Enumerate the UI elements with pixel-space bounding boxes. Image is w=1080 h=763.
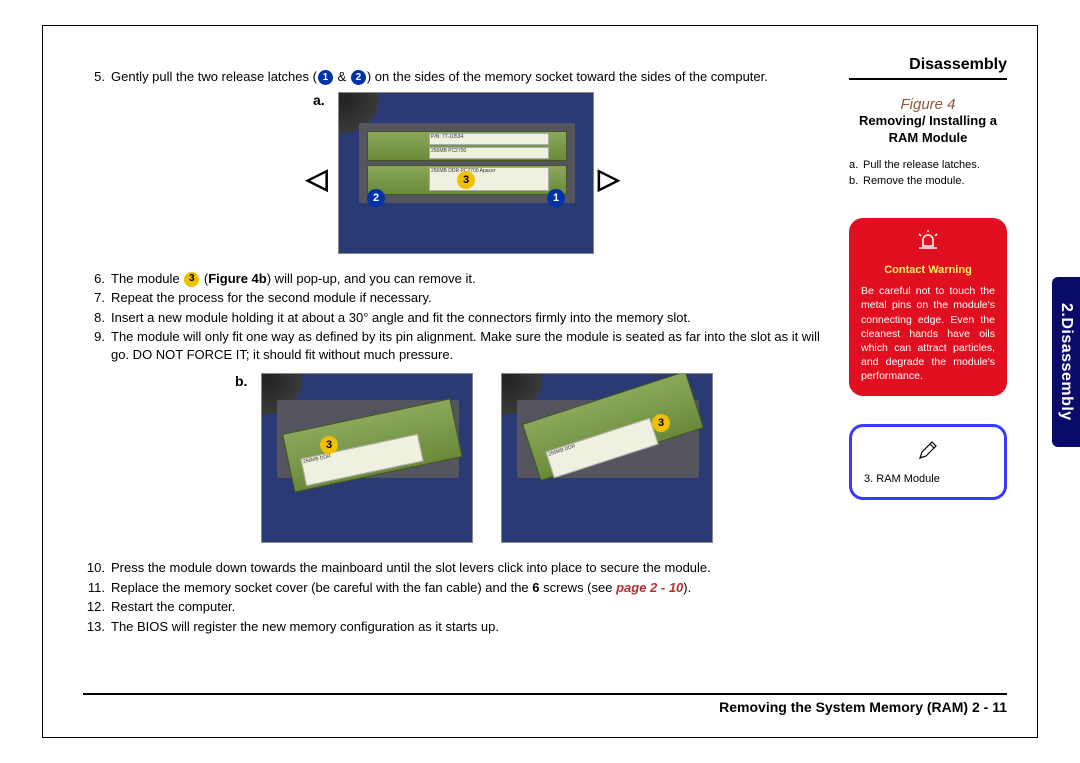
arrow-left-icon: ◁ xyxy=(306,162,328,195)
caption-steps: a.Pull the release latches. b.Remove the… xyxy=(849,157,1007,190)
badge-2: 2 xyxy=(367,189,385,207)
step-8: 8.Insert a new module holding it at abou… xyxy=(83,309,828,327)
marker-2-icon: 2 xyxy=(351,70,366,85)
figure-a: a. ◁ P/N: 77-10534 256MB PC2700 256MB DD… xyxy=(83,92,828,262)
figure-caption: Figure 4 Removing/ Installing a RAM Modu… xyxy=(849,96,1007,147)
badge-3: 3 xyxy=(457,171,475,189)
fig-number: Figure 4 xyxy=(849,96,1007,113)
page-footer: Removing the System Memory (RAM) 2 - 11 xyxy=(83,693,1007,715)
step-7: 7.Repeat the process for the second modu… xyxy=(83,289,828,307)
step-text: Gently pull the two release latches (1 &… xyxy=(111,68,828,86)
section-tab: 2.Disassembly xyxy=(1052,277,1080,447)
section-header: Disassembly xyxy=(849,56,1007,80)
sidebar: Disassembly Figure 4 Removing/ Installin… xyxy=(849,56,1007,500)
ram-photo-b1: 256MB DDR 3 xyxy=(261,373,473,543)
page-frame: 5. Gently pull the two release latches (… xyxy=(42,25,1038,738)
info-box: 3. RAM Module xyxy=(849,424,1007,500)
step-num: 5. xyxy=(83,68,111,86)
step-6: 6. The module 3 (Figure 4b) will pop-up,… xyxy=(83,270,828,288)
main-content: 5. Gently pull the two release latches (… xyxy=(83,68,828,637)
figure-b: b. 256MB DDR 3 256MB DDR 3 xyxy=(83,373,828,551)
warning-box: Contact Warning Be careful not to touch … xyxy=(849,218,1007,396)
step-11: 11. Replace the memory socket cover (be … xyxy=(83,579,828,597)
info-item: 3. RAM Module xyxy=(864,473,992,485)
step-12: 12.Restart the computer. xyxy=(83,598,828,616)
fig-a-label: a. xyxy=(313,92,325,108)
step-9: 9.The module will only fit one way as de… xyxy=(83,328,828,363)
pencil-icon xyxy=(864,439,992,467)
ram-photo-b2: 256MB DDR 3 xyxy=(501,373,713,543)
fig-b-label: b. xyxy=(235,373,247,389)
tab-label: 2.Disassembly xyxy=(1057,303,1075,421)
step-13: 13.The BIOS will register the new memory… xyxy=(83,618,828,636)
warn-body: Be careful not to touch the metal pins o… xyxy=(861,284,995,383)
alarm-icon xyxy=(861,230,995,260)
step-10: 10.Press the module down towards the mai… xyxy=(83,559,828,577)
marker-3-icon: 3 xyxy=(184,272,199,287)
ram-photo-a: P/N: 77-10534 256MB PC2700 256MB DDR PC2… xyxy=(338,92,594,254)
marker-1-icon: 1 xyxy=(318,70,333,85)
warn-title: Contact Warning xyxy=(861,263,995,278)
arrow-right-icon: ▷ xyxy=(598,162,620,195)
badge-1: 1 xyxy=(547,189,565,207)
page-ref-link[interactable]: page 2 - 10 xyxy=(616,580,683,595)
step-5: 5. Gently pull the two release latches (… xyxy=(83,68,828,86)
fig-subtitle: Removing/ Installing a RAM Module xyxy=(849,113,1007,147)
